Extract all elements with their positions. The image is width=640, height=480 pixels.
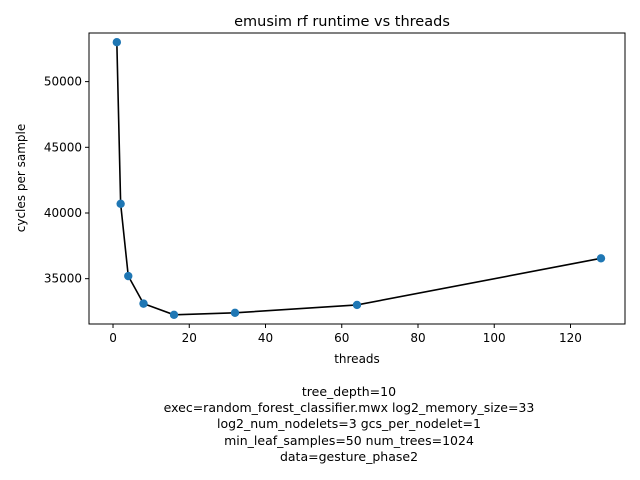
caption-line: exec=random_forest_classifier.mwx log2_m… — [164, 400, 535, 415]
data-point — [139, 299, 148, 308]
y-axis-ticks: 35000 40000 45000 50000 — [44, 75, 89, 286]
x-tick-label: 120 — [559, 331, 582, 345]
y-tick-label: 50000 — [44, 75, 82, 89]
x-tick-label: 20 — [182, 331, 197, 345]
parameter-caption: tree_depth=10 exec=random_forest_classif… — [164, 384, 535, 464]
y-tick-label: 45000 — [44, 140, 82, 154]
data-point — [112, 37, 122, 47]
x-tick-label: 0 — [109, 331, 117, 345]
y-tick-label: 40000 — [44, 206, 82, 220]
x-tick-label: 100 — [483, 331, 506, 345]
axes-frame — [88, 32, 626, 325]
data-point — [230, 308, 240, 318]
data-point — [116, 199, 125, 208]
data-point — [169, 310, 179, 320]
series-line — [116, 42, 602, 316]
x-tick-label: 80 — [410, 331, 425, 345]
x-tick-label: 40 — [258, 331, 273, 345]
caption-line: data=gesture_phase2 — [280, 449, 418, 464]
y-tick-label: 35000 — [44, 272, 82, 286]
caption-line: tree_depth=10 — [302, 384, 396, 399]
x-axis-label: threads — [334, 352, 380, 366]
chart-title: emusim rf runtime vs threads — [234, 14, 450, 30]
caption-line: min_leaf_samples=50 num_trees=1024 — [224, 433, 474, 448]
y-axis-label: cycles per sample — [14, 124, 28, 232]
data-point — [352, 300, 362, 310]
x-tick-label: 60 — [334, 331, 349, 345]
x-axis-ticks: 0 20 40 60 80 100 120 — [109, 324, 582, 345]
data-point — [596, 254, 606, 263]
series-group — [112, 37, 606, 320]
caption-line: log2_num_nodelets=3 gcs_per_nodelet=1 — [217, 416, 481, 431]
data-point — [124, 271, 133, 281]
plot-area: 0 20 40 60 80 100 120 35000 40000 45000 50000 — [44, 32, 626, 345]
